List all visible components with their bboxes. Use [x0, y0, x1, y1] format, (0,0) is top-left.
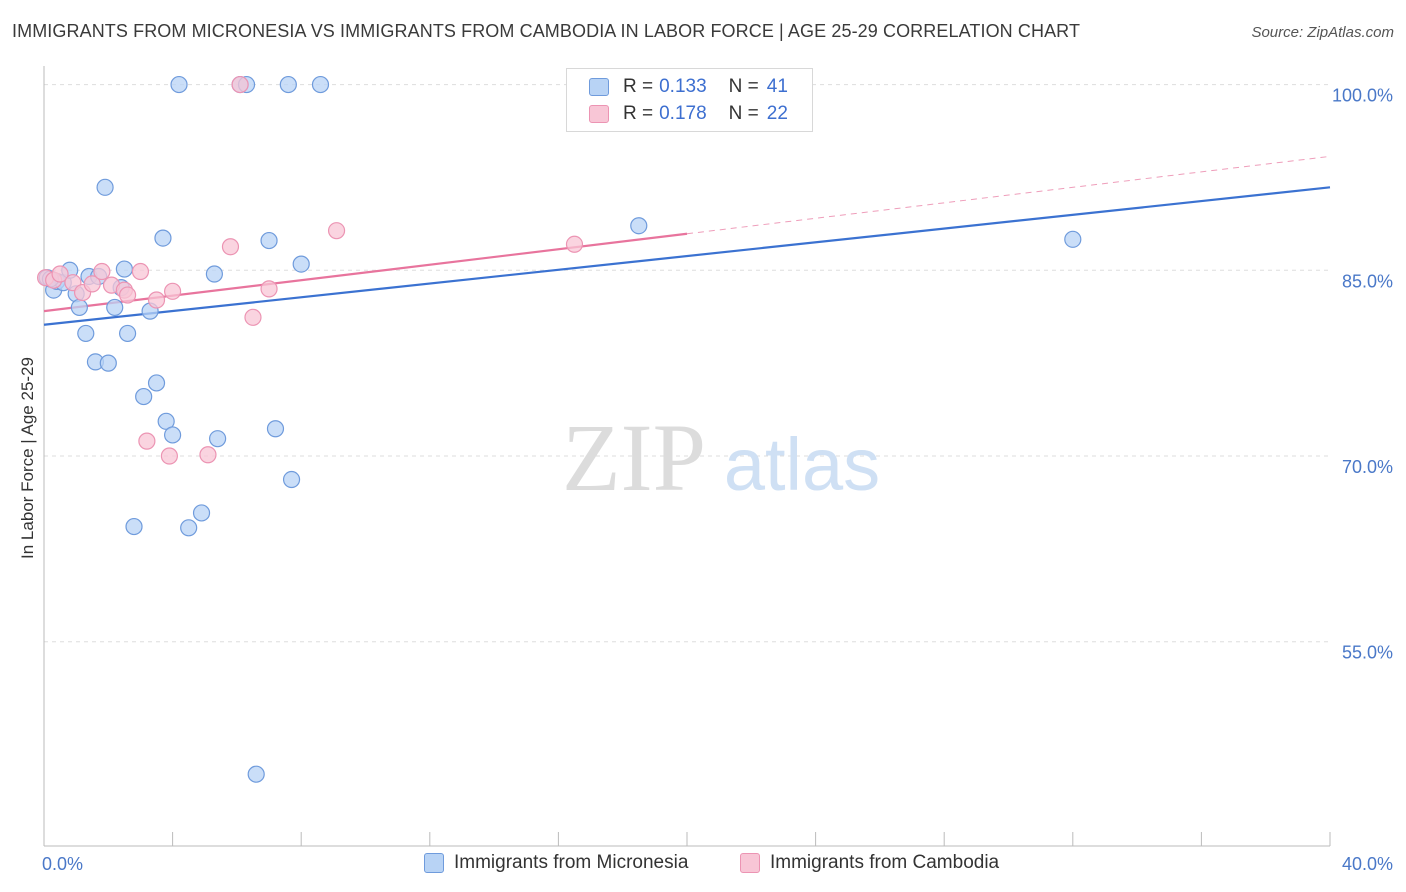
- legend-row-cambodia: R = 0.178 N = 22: [589, 101, 788, 127]
- point-micronesia: [147, 374, 166, 392]
- y-tick-label: 85.0%: [1342, 271, 1393, 291]
- trend-lines: [43, 155, 1331, 326]
- point-cambodia: [93, 262, 111, 281]
- legend-r-value: 0.133: [659, 76, 707, 97]
- legend-n-label: N =: [728, 103, 759, 124]
- point-cambodia: [221, 238, 240, 256]
- stats-legend: R = 0.133 N = 41 R = 0.178 N = 22: [566, 68, 813, 132]
- point-cambodia: [565, 235, 584, 253]
- x-tick-label: 40.0%: [1342, 854, 1393, 874]
- legend-item-micronesia[interactable]: Immigrants from Micronesia: [424, 852, 688, 874]
- point-cambodia: [199, 446, 217, 464]
- point-micronesia: [1064, 230, 1082, 248]
- point-cambodia: [164, 282, 182, 300]
- point-micronesia: [154, 229, 172, 247]
- x-tick-label: 0.0%: [42, 854, 83, 874]
- point-micronesia: [96, 178, 114, 196]
- legend-n-value: 41: [766, 76, 788, 97]
- point-cambodia: [51, 265, 69, 283]
- point-micronesia: [77, 324, 95, 343]
- legend-swatch-cambodia: [740, 853, 760, 873]
- tick-labels: 100.0% 85.0% 70.0% 55.0% 0.0% 40.0%: [42, 86, 1393, 874]
- point-micronesia: [630, 217, 648, 235]
- point-micronesia: [205, 265, 223, 283]
- point-micronesia: [70, 298, 88, 317]
- legend-swatch-micronesia: [589, 78, 609, 96]
- trend-line-micronesia: [43, 186, 1331, 326]
- point-cambodia: [231, 75, 249, 94]
- point-cambodia: [147, 291, 166, 309]
- point-micronesia: [282, 470, 301, 489]
- legend-r-label: R =: [623, 103, 654, 124]
- chart-title: IMMIGRANTS FROM MICRONESIA VS IMMIGRANTS…: [12, 21, 1081, 41]
- legend-r-value: 0.178: [659, 103, 707, 124]
- point-cambodia: [260, 280, 278, 298]
- point-cambodia: [83, 275, 101, 293]
- legend-r-label: R =: [623, 76, 654, 97]
- point-micronesia: [209, 430, 227, 448]
- point-micronesia: [192, 504, 211, 522]
- legend-label-micronesia: Immigrants from Micronesia: [454, 852, 689, 873]
- point-micronesia: [118, 324, 137, 343]
- point-micronesia: [99, 354, 117, 372]
- y-tick-label: 55.0%: [1342, 643, 1393, 663]
- series-legend: Immigrants from Micronesia Immigrants fr…: [0, 852, 1406, 878]
- point-micronesia: [311, 75, 330, 94]
- watermark: ZIP atlas: [562, 404, 880, 511]
- point-micronesia: [135, 387, 153, 406]
- point-micronesia: [115, 260, 133, 278]
- watermark-zip: ZIP: [562, 404, 706, 511]
- point-micronesia: [164, 426, 182, 444]
- point-cambodia: [131, 262, 150, 281]
- legend-label-cambodia: Immigrants from Cambodia: [770, 852, 1000, 873]
- y-axis-label: In Labor Force | Age 25-29: [18, 357, 37, 559]
- point-cambodia: [244, 308, 262, 326]
- axes: [43, 66, 1331, 847]
- legend-n-label: N =: [728, 76, 759, 97]
- watermark-atlas: atlas: [724, 423, 880, 506]
- point-cambodia: [138, 432, 156, 450]
- point-micronesia: [292, 255, 310, 273]
- point-micronesia: [279, 75, 297, 94]
- legend-n-value: 22: [766, 103, 788, 124]
- point-micronesia: [106, 298, 124, 317]
- legend-swatch-micronesia: [424, 853, 444, 873]
- legend-swatch-cambodia: [589, 105, 609, 123]
- point-micronesia: [247, 765, 265, 783]
- grid-lines: [44, 84, 1330, 643]
- point-micronesia: [266, 420, 285, 438]
- point-micronesia: [180, 519, 198, 537]
- legend-row-micronesia: R = 0.133 N = 41: [589, 74, 788, 100]
- point-micronesia: [125, 517, 143, 536]
- y-tick-label: 70.0%: [1342, 457, 1393, 477]
- point-micronesia: [260, 231, 278, 250]
- data-points: [37, 75, 1082, 783]
- point-cambodia: [327, 222, 346, 240]
- point-cambodia: [160, 447, 178, 465]
- legend-item-cambodia[interactable]: Immigrants from Cambodia: [740, 852, 999, 874]
- point-cambodia: [118, 286, 137, 304]
- point-micronesia: [170, 75, 188, 94]
- y-tick-label: 100.0%: [1332, 86, 1393, 106]
- source-label: Source: ZipAtlas.com: [1251, 24, 1394, 41]
- trend-line-cambodia-extension: [686, 155, 1331, 235]
